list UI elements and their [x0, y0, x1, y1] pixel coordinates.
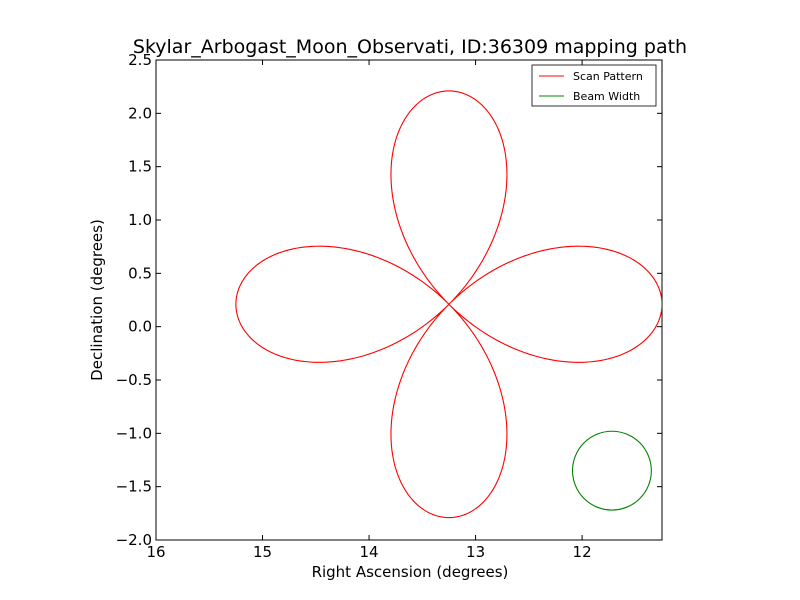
y-tick-label: 1.5	[128, 158, 152, 176]
legend: Scan Pattern Beam Width	[531, 64, 657, 107]
y-tick-label: −1.0	[116, 424, 152, 442]
y-tick-label: 2.5	[128, 51, 152, 69]
y-tick-label: −1.5	[116, 478, 152, 496]
legend-label-scan-pattern: Scan Pattern	[573, 70, 643, 83]
beam-width-circle	[571, 430, 652, 511]
y-axis-ticks: −2.0 −1.5 −1.0 −0.5 0.0 0.5 1.0 1.5 2.0 2.5	[116, 51, 662, 549]
x-axis-label: Right Ascension (degrees)	[312, 563, 509, 581]
x-tick-label: 14	[360, 543, 379, 561]
x-tick-label: 15	[253, 543, 272, 561]
legend-label-beam-width: Beam Width	[573, 90, 640, 103]
plot-area	[155, 59, 663, 541]
x-axis-ticks: 16 15 14 13 12	[146, 60, 592, 561]
chart-title: Skylar_Arbogast_Moon_Observati, ID:36309…	[133, 36, 687, 58]
y-tick-label: 0.0	[128, 318, 152, 336]
y-tick-label: 2.0	[128, 104, 152, 122]
y-tick-label: −0.5	[116, 371, 152, 389]
y-tick-label: 0.5	[128, 264, 152, 282]
data-layer	[235, 90, 662, 519]
legend-frame	[531, 64, 657, 107]
y-axis-label: Declination (degrees)	[88, 219, 106, 381]
y-tick-label: −2.0	[116, 531, 152, 549]
x-tick-label: 13	[466, 543, 485, 561]
scan-pattern-line	[235, 90, 662, 519]
x-tick-label: 16	[146, 543, 165, 561]
y-tick-label: 1.0	[128, 211, 152, 229]
x-tick-label: 12	[573, 543, 592, 561]
